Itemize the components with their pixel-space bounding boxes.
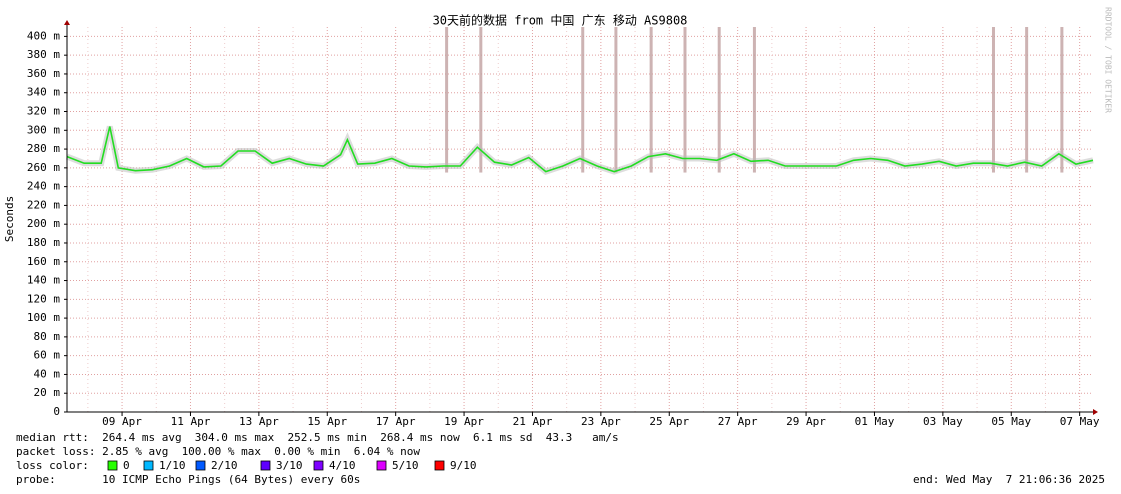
x-tick-label: 29 Apr — [786, 415, 826, 428]
x-tick-label: 15 Apr — [307, 415, 347, 428]
loss-spike — [649, 27, 653, 173]
x-tick-label: 13 Apr — [239, 415, 279, 428]
y-tick-label: 20 m — [34, 386, 61, 399]
grid — [64, 27, 1093, 416]
y-tick-label: 220 m — [27, 198, 60, 211]
y-tick-label: 380 m — [27, 48, 60, 61]
y-tick-label: 280 m — [27, 142, 60, 155]
x-tick-label: 03 May — [923, 415, 963, 428]
x-tick-label: 11 Apr — [171, 415, 211, 428]
chart-title: 30天前的数据 from 中国 广东 移动 AS9808 — [433, 13, 688, 28]
y-tick-label: 320 m — [27, 105, 60, 118]
loss-spike — [1060, 27, 1064, 173]
loss-legend: 0 1/10 2/10 3/10 4/10 5/10 9/10 — [107, 459, 477, 472]
loss-color-label: 9/10 — [450, 459, 477, 472]
x-tick-label: 25 Apr — [649, 415, 689, 428]
y-tick-label: 160 m — [27, 255, 60, 268]
median-line — [66, 126, 1094, 173]
y-tick-label: 40 m — [34, 367, 61, 380]
x-tick-label: 09 Apr — [102, 415, 142, 428]
x-tick-label: 23 Apr — [581, 415, 621, 428]
loss-color-label: 3/10 — [276, 459, 303, 472]
x-arrow — [1093, 409, 1098, 415]
y-axis-label: Seconds — [3, 196, 16, 242]
loss-color-swatch — [260, 460, 271, 471]
y-tick-label: 240 m — [27, 180, 60, 193]
loss-color-label: 5/10 — [392, 459, 419, 472]
y-tick-label: 200 m — [27, 217, 60, 230]
y-tick-label: 100 m — [27, 311, 60, 324]
loss-color-label: 4/10 — [329, 459, 356, 472]
probe-info: probe: 10 ICMP Echo Pings (64 Bytes) eve… — [16, 473, 360, 486]
median-stats: median rtt: 264.4 ms avg 304.0 ms max 25… — [16, 431, 619, 444]
x-tick-label: 21 Apr — [513, 415, 553, 428]
y-tick-label: 340 m — [27, 86, 60, 99]
loss-color-swatch — [143, 460, 154, 471]
x-tick-label: 01 May — [855, 415, 895, 428]
watermark: RRDTOOL / TOBI OETIKER — [1104, 7, 1113, 113]
loss-spike — [1025, 27, 1029, 173]
y-arrow — [64, 20, 70, 25]
x-tick-label: 07 May — [1060, 415, 1100, 428]
loss-color-swatch — [195, 460, 206, 471]
x-tick-label: 17 Apr — [376, 415, 416, 428]
y-tick-label: 180 m — [27, 236, 60, 249]
loss-spike — [717, 27, 721, 173]
y-tick-label: 300 m — [27, 123, 60, 136]
end-time: end: Wed May 7 21:06:36 2025 — [913, 473, 1105, 486]
loss-spike — [752, 27, 756, 173]
loss-color-label: loss color: — [16, 459, 89, 472]
y-tick-label: 260 m — [27, 161, 60, 174]
loss-color-swatch — [107, 460, 118, 471]
y-tick-label: 0 — [53, 405, 60, 418]
y-tick-label: 80 m — [34, 330, 61, 343]
loss-color-swatch — [313, 460, 324, 471]
loss-spike — [445, 27, 449, 173]
loss-spike — [683, 27, 687, 173]
loss-stats: packet loss: 2.85 % avg 100.00 % max 0.0… — [16, 445, 420, 458]
loss-color-swatch — [376, 460, 387, 471]
y-tick-label: 140 m — [27, 274, 60, 287]
x-tick-label: 05 May — [991, 415, 1031, 428]
y-tick-label: 120 m — [27, 292, 60, 305]
loss-spike — [581, 27, 585, 173]
y-tick-label: 400 m — [27, 29, 60, 42]
loss-color-label: 1/10 — [159, 459, 186, 472]
loss-spike — [479, 27, 483, 173]
x-tick-label: 27 Apr — [718, 415, 758, 428]
y-tick-label: 360 m — [27, 67, 60, 80]
plot — [65, 27, 1094, 175]
loss-spike — [614, 27, 618, 173]
y-tick-label: 60 m — [34, 349, 61, 362]
x-tick-label: 19 Apr — [444, 415, 484, 428]
loss-spike — [991, 27, 995, 173]
loss-color-swatch — [434, 460, 445, 471]
loss-color-label: 2/10 — [211, 459, 238, 472]
loss-color-label: 0 — [123, 459, 130, 472]
